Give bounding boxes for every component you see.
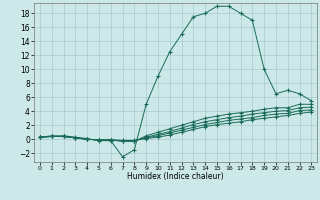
X-axis label: Humidex (Indice chaleur): Humidex (Indice chaleur) [127,172,224,181]
